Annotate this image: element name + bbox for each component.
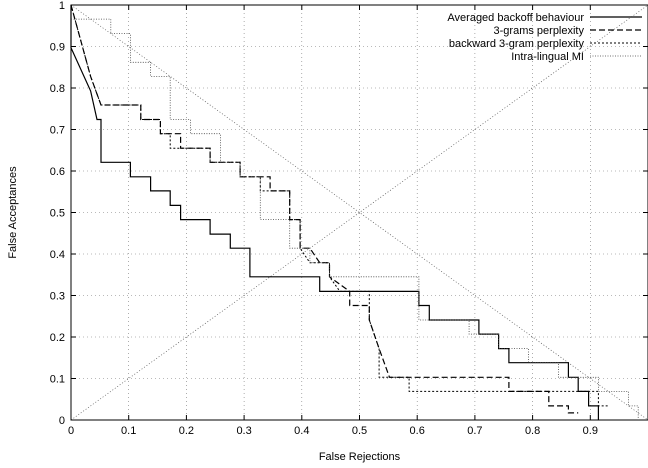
legend-label: Averaged backoff behaviour: [447, 12, 584, 24]
legend-label: Intra-lingual MI: [511, 51, 584, 63]
axis-ticks: 0 0.1 0.2 0.3 0.4 0.5 0.6 0.7 0.8 0.9 0 0.1 0.2 0.3 0.…: [50, 0, 648, 437]
x-tick-label: 0.8: [525, 425, 540, 437]
x-tick-label: 0.5: [352, 425, 367, 437]
y-tick-label: 0.7: [50, 125, 65, 137]
y-tick-label: 0.2: [50, 332, 65, 344]
x-axis-label: False Rejections: [319, 451, 401, 463]
x-tick-label: 0.7: [467, 425, 482, 437]
y-tick-label: 0.8: [50, 83, 65, 95]
x-tick-label: 0.1: [121, 425, 136, 437]
y-tick-label: 0.3: [50, 291, 65, 303]
y-tick-label: 0.9: [50, 42, 65, 54]
y-tick-label: 0: [59, 415, 65, 427]
y-tick-label: 0.5: [50, 208, 65, 220]
y-tick-label: 1: [59, 0, 65, 12]
x-tick-label: 0.4: [294, 425, 309, 437]
series-lines: [70, 4, 639, 420]
x-tick-label: 0.6: [410, 425, 425, 437]
y-tick-label: 0.4: [50, 249, 65, 261]
y-tick-label: 0.6: [50, 166, 65, 178]
series-line-4: [71, 18, 639, 420]
legend-label: backward 3-gram perplexity: [449, 38, 585, 50]
series-line-1: [70, 5, 599, 420]
legend-label: 3-grams perplexity: [494, 25, 585, 37]
series-line-2: [70, 4, 579, 414]
x-tick-label: 0.3: [236, 425, 251, 437]
x-tick-label: 0.2: [179, 425, 194, 437]
series-line-3: [70, 4, 609, 407]
x-tick-label: 0: [68, 425, 74, 437]
y-tick-label: 0.1: [50, 374, 65, 386]
grid: [71, 5, 648, 420]
y-axis-label: False Acceptances: [7, 166, 19, 259]
x-tick-label: 0.9: [583, 425, 598, 437]
